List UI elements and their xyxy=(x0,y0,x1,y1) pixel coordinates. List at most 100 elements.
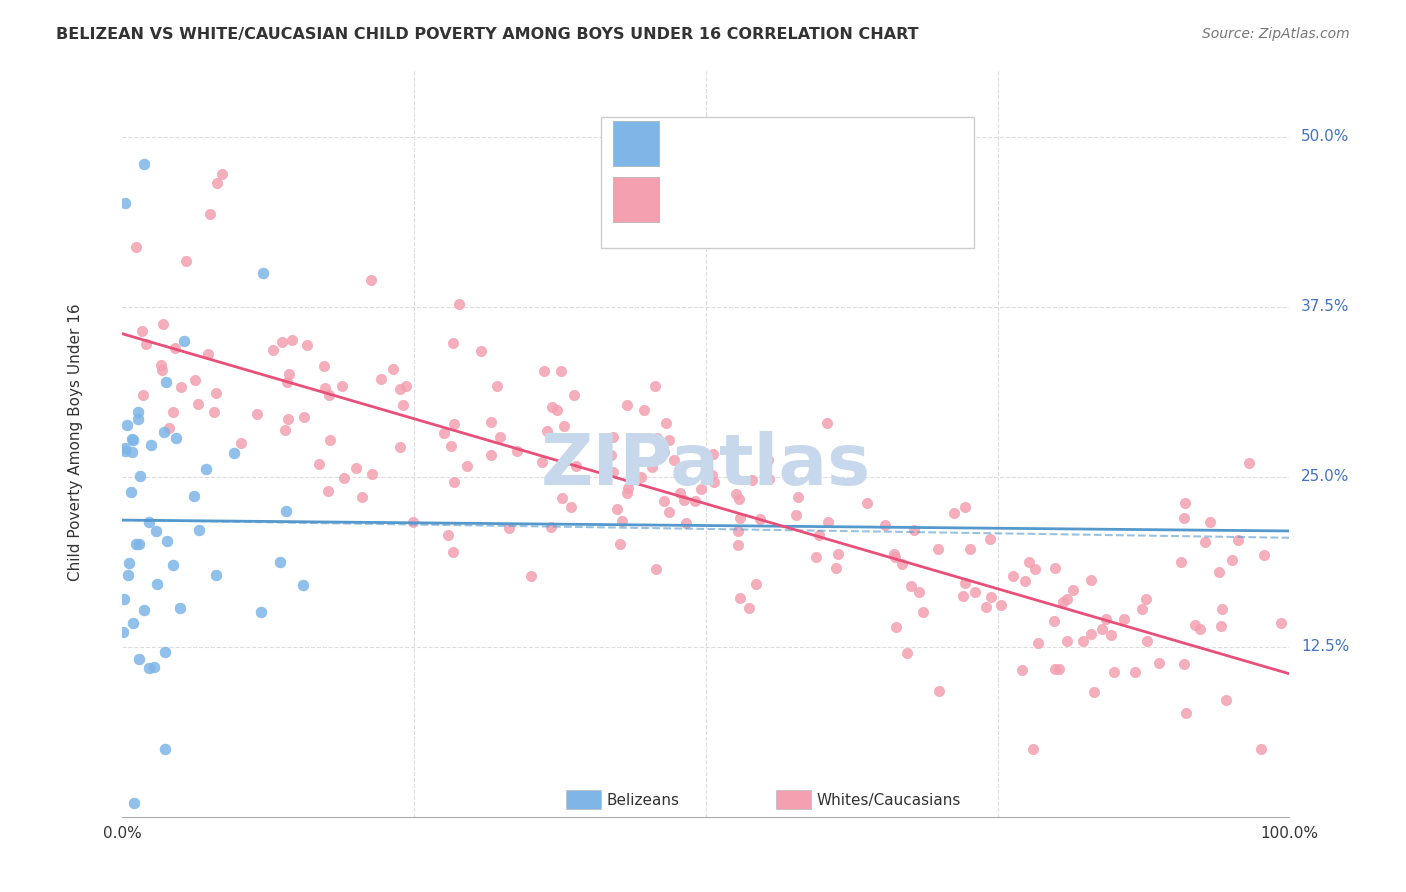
Point xyxy=(900,578,922,592)
Point xyxy=(1220,552,1243,566)
Point xyxy=(187,397,209,411)
Point xyxy=(224,446,246,460)
Point xyxy=(456,458,478,473)
Point xyxy=(1173,511,1195,525)
Point xyxy=(1211,601,1233,615)
Point xyxy=(562,388,585,402)
Point xyxy=(112,592,135,607)
Point xyxy=(1170,555,1192,569)
Point xyxy=(1215,692,1237,706)
Point xyxy=(645,431,668,445)
Point xyxy=(758,472,780,486)
Point xyxy=(352,491,374,505)
Point xyxy=(174,254,197,268)
Point xyxy=(122,796,145,810)
Point xyxy=(530,454,553,468)
FancyBboxPatch shape xyxy=(776,790,811,809)
Point xyxy=(433,425,456,440)
Point xyxy=(389,440,412,454)
Point xyxy=(132,603,155,617)
Point xyxy=(804,550,827,565)
Point xyxy=(132,388,155,402)
Point xyxy=(252,266,274,280)
Point xyxy=(1056,592,1078,607)
Point xyxy=(479,449,502,463)
Point xyxy=(827,547,849,561)
Point xyxy=(616,486,638,500)
Point xyxy=(360,273,382,287)
Point xyxy=(1123,665,1146,679)
Point xyxy=(703,475,725,489)
Point xyxy=(292,578,315,592)
Point xyxy=(745,577,768,591)
Point xyxy=(274,423,297,437)
Point xyxy=(436,527,458,541)
Point xyxy=(617,482,640,496)
Point xyxy=(602,430,624,444)
Point xyxy=(153,425,176,439)
Point xyxy=(896,646,918,660)
Point xyxy=(1226,533,1249,547)
Point xyxy=(1130,602,1153,616)
Point xyxy=(149,359,172,373)
Text: R = -0.013   N =  47: R = -0.013 N = 47 xyxy=(676,130,845,149)
Point xyxy=(165,431,187,445)
Point xyxy=(856,496,879,510)
Point xyxy=(314,381,336,395)
Point xyxy=(395,379,418,393)
Point xyxy=(690,483,713,497)
Point xyxy=(630,470,652,484)
Text: Child Poverty Among Boys Under 16: Child Poverty Among Boys Under 16 xyxy=(67,304,83,582)
Text: 37.5%: 37.5% xyxy=(1301,299,1350,314)
Point xyxy=(246,407,269,421)
Point xyxy=(641,459,664,474)
Point xyxy=(197,347,219,361)
Point xyxy=(546,403,568,417)
Point xyxy=(127,412,149,426)
Point xyxy=(170,379,193,393)
Point xyxy=(131,324,153,338)
Point xyxy=(1194,535,1216,549)
Point xyxy=(1173,657,1195,672)
Point xyxy=(942,506,965,520)
FancyBboxPatch shape xyxy=(613,177,659,222)
Point xyxy=(1147,657,1170,671)
Point xyxy=(1080,573,1102,587)
Point xyxy=(121,432,143,446)
Point xyxy=(402,515,425,529)
Point xyxy=(654,494,676,508)
Point xyxy=(128,469,150,483)
Point xyxy=(1188,622,1211,636)
Point xyxy=(980,591,1002,605)
Point xyxy=(907,585,929,599)
Point xyxy=(122,433,145,447)
Point xyxy=(658,505,681,519)
Point xyxy=(125,537,148,551)
Point xyxy=(974,600,997,615)
Point xyxy=(498,521,520,535)
Point xyxy=(953,575,976,590)
Point xyxy=(884,550,907,565)
Point xyxy=(609,536,631,550)
Point xyxy=(891,558,914,572)
Point xyxy=(658,433,681,447)
Point xyxy=(489,430,512,444)
Point xyxy=(540,520,562,534)
Point xyxy=(165,341,187,355)
Point xyxy=(1253,548,1275,562)
Point xyxy=(370,372,392,386)
Point xyxy=(700,468,723,483)
Point xyxy=(479,415,502,429)
Point xyxy=(875,518,897,533)
Point xyxy=(1091,623,1114,637)
Point xyxy=(485,379,508,393)
FancyBboxPatch shape xyxy=(613,121,659,166)
Point xyxy=(664,453,686,467)
Point xyxy=(205,568,228,582)
Point xyxy=(318,484,340,499)
Point xyxy=(1056,634,1078,648)
Point xyxy=(332,379,354,393)
Point xyxy=(825,561,848,575)
Point xyxy=(121,445,143,459)
Point xyxy=(271,335,294,350)
